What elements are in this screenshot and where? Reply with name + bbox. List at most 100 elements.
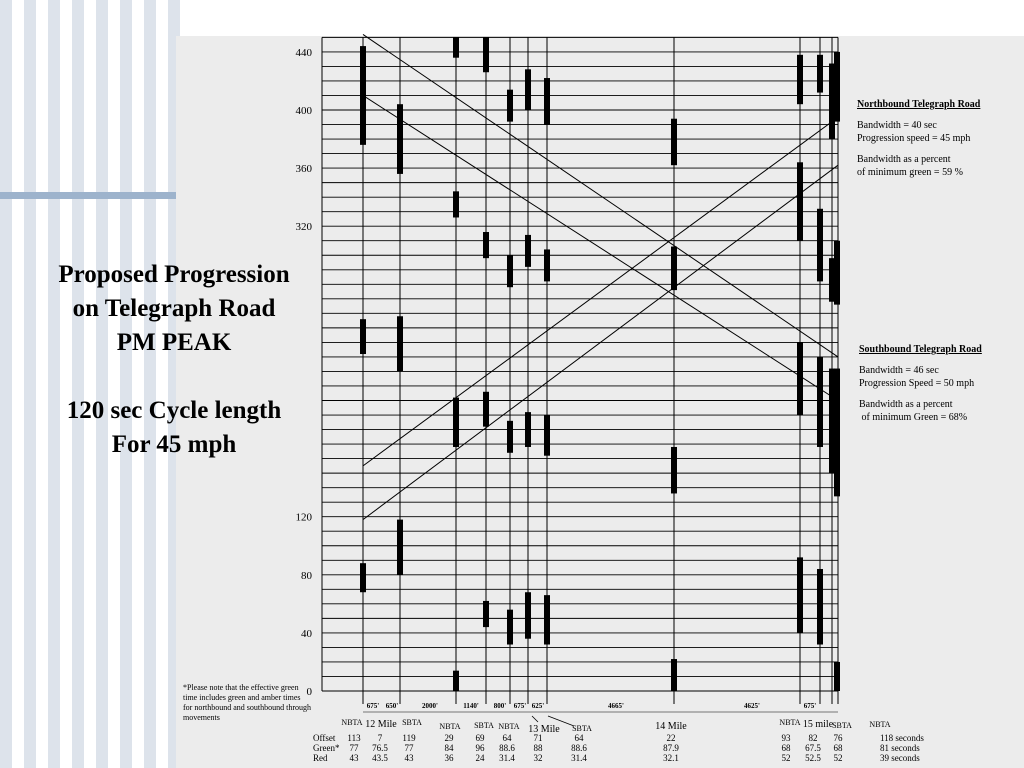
distance-label: 1140' xyxy=(463,702,479,710)
accent-bar xyxy=(0,192,176,199)
green-bar xyxy=(453,37,459,58)
green-bar xyxy=(397,316,403,372)
distance-label: 675' xyxy=(804,702,817,710)
signal-label: NBTA xyxy=(341,718,362,727)
distance-label: 675' xyxy=(514,702,527,710)
timing-value: 88.6 xyxy=(571,743,587,753)
pointer-line xyxy=(547,715,575,727)
green-bar xyxy=(483,37,489,73)
green-bar xyxy=(507,420,513,453)
signal-label: NBTA xyxy=(869,720,890,729)
green-bar xyxy=(817,54,823,93)
timing-value: 24 xyxy=(476,753,486,763)
green-bar xyxy=(397,104,403,174)
green-bar xyxy=(797,54,803,105)
title-line-1: Proposed Progression xyxy=(58,261,290,288)
timing-value: 88 xyxy=(534,743,544,753)
timing-value: 87.9 xyxy=(663,743,679,753)
y-tick-label: 320 xyxy=(296,221,313,233)
distance-label: 625' xyxy=(532,702,545,710)
green-time-note: *Please note that the effective green ti… xyxy=(183,683,311,722)
slide-title: Proposed Progression on Telegraph Road P… xyxy=(28,258,320,462)
timing-value: 22 xyxy=(667,733,676,743)
distance-label: 675' xyxy=(367,702,380,710)
timing-value: 64 xyxy=(503,733,513,743)
green-bar xyxy=(797,342,803,416)
y-tick-label: 120 xyxy=(296,512,313,524)
timing-value: 43 xyxy=(405,753,415,763)
timing-value: 81 seconds xyxy=(880,743,920,753)
northbound-band-line xyxy=(362,116,839,467)
timing-value: 77 xyxy=(350,743,360,753)
green-bar xyxy=(671,118,677,166)
green-bar xyxy=(544,78,550,125)
timing-value: 64 xyxy=(575,733,585,743)
signal-label: SBTA xyxy=(402,718,422,727)
green-bar xyxy=(525,412,531,447)
southbound-pct-line1: Bandwidth as a percent xyxy=(859,399,953,410)
green-bar xyxy=(453,670,459,691)
green-bands xyxy=(360,37,840,691)
green-bar xyxy=(544,249,550,282)
green-bar xyxy=(397,519,403,575)
green-bar xyxy=(360,319,366,355)
timing-value: 32.1 xyxy=(663,753,679,763)
timing-value: 84 xyxy=(445,743,455,753)
signal-label: NBTA xyxy=(779,718,800,727)
title-line-2: on Telegraph Road xyxy=(72,295,276,322)
southbound-bandwidth: Bandwidth = 46 sec xyxy=(859,365,939,376)
northbound-legend: Northbound Telegraph Road Bandwidth = 40… xyxy=(857,98,1017,179)
green-bar xyxy=(483,600,489,628)
timing-value: 88.6 xyxy=(499,743,515,753)
signal-label: SBTA xyxy=(474,721,494,730)
northbound-speed: Progression speed = 45 mph xyxy=(857,133,971,144)
signal-label: NBTA xyxy=(498,722,519,731)
northbound-pct-line1: Bandwidth as a percent xyxy=(857,154,951,165)
distance-label: 800' xyxy=(494,702,507,710)
southbound-band-line xyxy=(362,34,839,358)
timing-value: 52 xyxy=(834,753,843,763)
signal-label: 13 Mile xyxy=(528,724,560,735)
green-bar xyxy=(544,595,550,645)
northbound-heading: Northbound Telegraph Road xyxy=(857,99,981,110)
signal-label: 14 Mile xyxy=(655,721,687,732)
southbound-heading: Southbound Telegraph Road xyxy=(859,344,982,355)
y-tick-label: 400 xyxy=(296,105,313,117)
green-bar xyxy=(453,191,459,218)
green-bar xyxy=(834,240,840,305)
diagram-panel xyxy=(176,36,1024,768)
timing-value: 76.5 xyxy=(372,743,388,753)
timing-value: 77 xyxy=(405,743,415,753)
progression-bands xyxy=(362,34,839,521)
timing-value: 96 xyxy=(476,743,486,753)
signal-label: 12 Mile xyxy=(365,719,397,730)
green-bar xyxy=(453,397,459,447)
green-bar xyxy=(360,563,366,593)
green-bar xyxy=(797,557,803,633)
row-label: Green* xyxy=(313,743,340,753)
timing-value: 52 xyxy=(782,753,791,763)
southbound-pct-line2: of minimum Green = 68% xyxy=(859,412,968,423)
timing-value: 71 xyxy=(534,733,543,743)
green-bar xyxy=(834,51,840,122)
green-bar xyxy=(817,208,823,282)
timing-value: 52.5 xyxy=(805,753,821,763)
y-tick-label: 0 xyxy=(307,686,313,698)
northbound-band-line xyxy=(362,164,839,521)
green-bar xyxy=(829,63,835,140)
timing-value: 76 xyxy=(834,733,844,743)
signal-label: SBTA xyxy=(572,724,592,733)
southbound-legend: Southbound Telegraph Road Bandwidth = 46… xyxy=(859,343,1019,424)
timing-value: 43 xyxy=(350,753,360,763)
signal-label: 15 mile xyxy=(803,719,834,730)
green-bar xyxy=(817,568,823,645)
timing-value: 118 seconds xyxy=(880,733,924,743)
timing-value: 36 xyxy=(445,753,455,763)
green-bar xyxy=(483,232,489,259)
green-bar xyxy=(525,592,531,639)
signal-label: NBTA xyxy=(439,722,460,731)
northbound-bandwidth: Bandwidth = 40 sec xyxy=(857,120,937,131)
green-bar xyxy=(797,162,803,241)
timing-value: 31.4 xyxy=(499,753,515,763)
